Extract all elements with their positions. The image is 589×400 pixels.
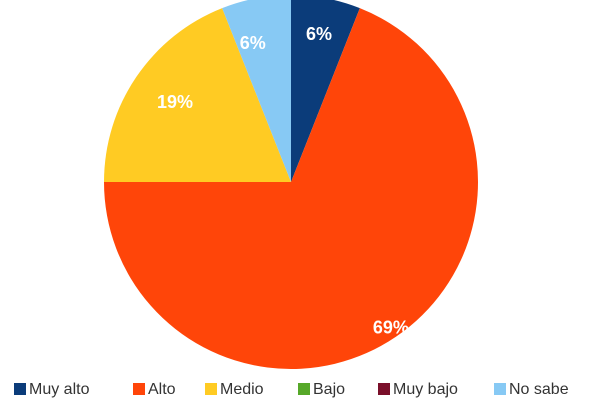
legend-item-medio: Medio [205, 381, 264, 398]
legend-label-bajo: Bajo [313, 381, 345, 398]
legend-label-muy-bajo: Muy bajo [393, 381, 458, 398]
legend-item-no-sabe: No sabe [494, 381, 569, 398]
legend-item-alto: Alto [133, 381, 176, 398]
slice-label-muy-alto: 6% [306, 24, 332, 44]
pie-slice-alto [104, 8, 478, 369]
slice-label-alto: 69% [373, 318, 409, 338]
legend-label-muy-alto: Muy alto [29, 381, 90, 398]
legend: Muy alto Alto Medio Bajo Muy bajo No sabe [14, 381, 569, 398]
pie-slices [104, 0, 478, 369]
legend-item-muy-bajo: Muy bajo [378, 381, 458, 398]
pie-slice-medio [104, 8, 291, 182]
legend-swatch-medio [205, 383, 217, 395]
legend-label-medio: Medio [220, 381, 264, 398]
legend-label-no-sabe: No sabe [509, 381, 569, 398]
legend-swatch-alto [133, 383, 145, 395]
legend-item-muy-alto: Muy alto [14, 381, 90, 398]
slice-label-no-sabe: 6% [240, 33, 266, 53]
slice-label-medio: 19% [157, 92, 193, 112]
legend-swatch-muy-alto [14, 383, 26, 395]
legend-swatch-no-sabe [494, 383, 506, 395]
pie-slice-no-sabe [222, 0, 291, 182]
pie-slice-labels: 6% 69% 19% 6% [157, 24, 409, 338]
legend-swatch-bajo [298, 383, 310, 395]
legend-item-bajo: Bajo [298, 381, 345, 398]
legend-swatch-muy-bajo [378, 383, 390, 395]
pie-slice-muy-alto [291, 0, 360, 182]
legend-label-alto: Alto [148, 381, 176, 398]
